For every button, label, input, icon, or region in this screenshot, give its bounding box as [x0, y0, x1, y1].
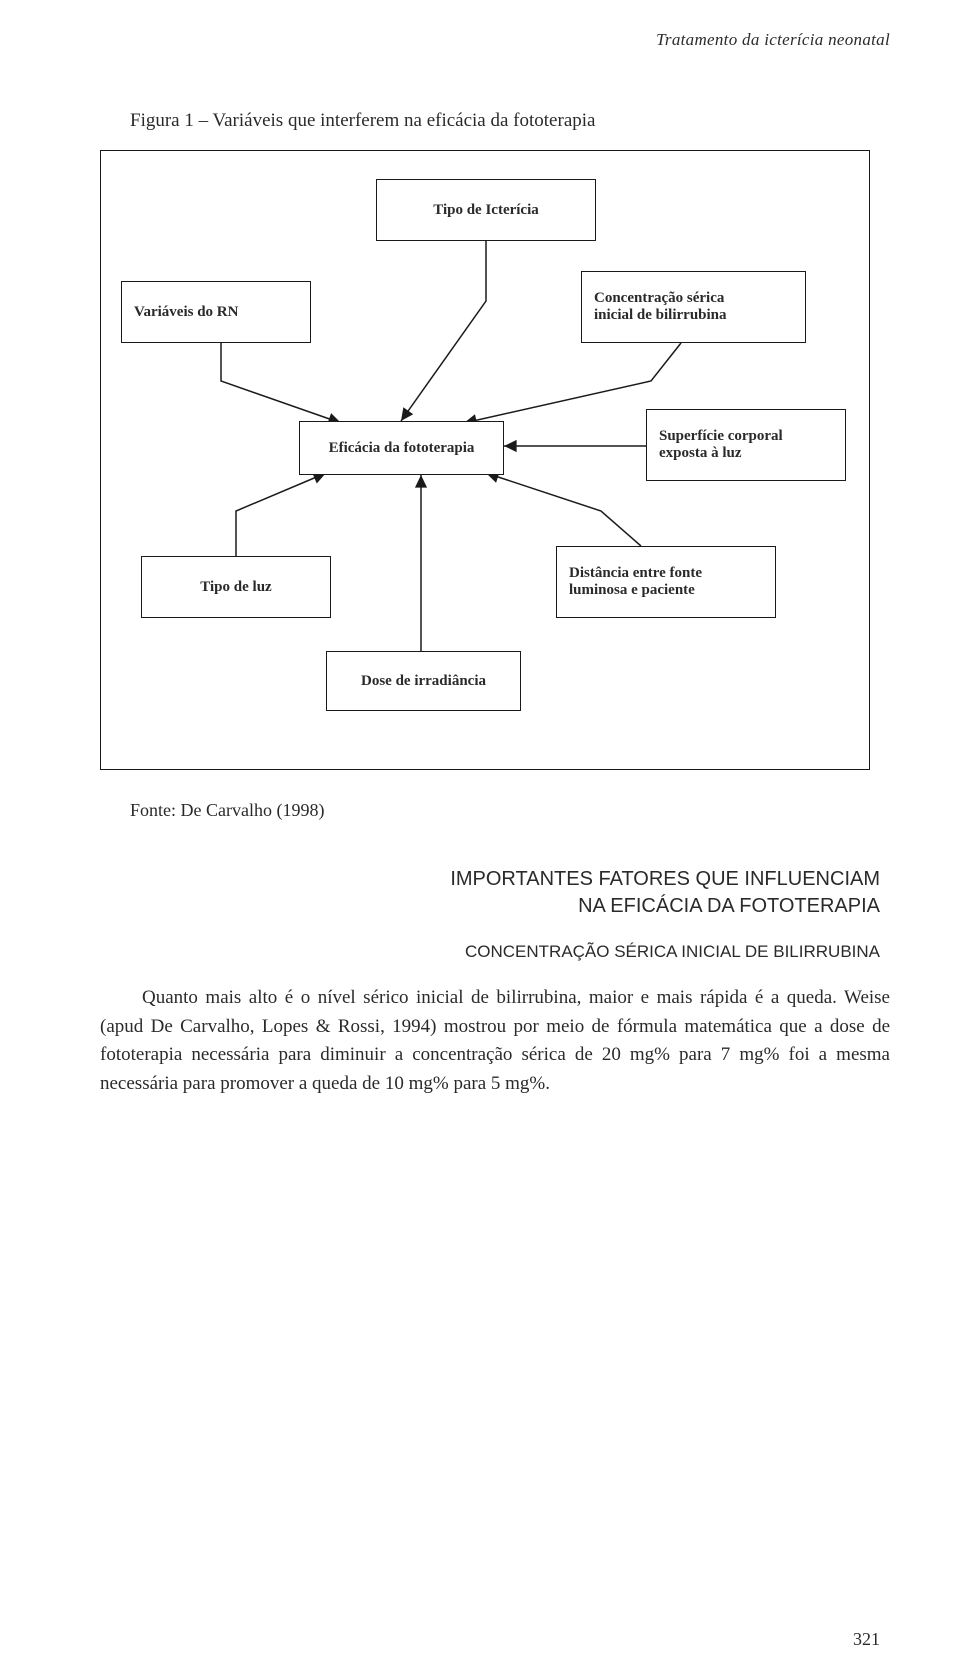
- flowchart-node-eficacia: Eficácia da fototerapia: [299, 421, 504, 475]
- flowchart-diagram: Tipo de Icterícia Variáveis do RN Concentr…: [100, 150, 870, 770]
- flowchart-node-tipo_luz: Tipo de luz: [141, 556, 331, 618]
- section-heading-line1: IMPORTANTES FATORES QUE INFLUENCIAM: [450, 868, 880, 890]
- figure-source: Fonte: De Carvalho (1998): [130, 800, 890, 821]
- flowchart-node-conc_serica: Concentração séricainicial de bilirrubin…: [581, 271, 806, 343]
- node-label: Concentração sérica: [594, 290, 793, 307]
- node-label: Tipo de Icterícia: [433, 202, 539, 219]
- figure-title: Figura 1 – Variáveis que interferem na e…: [130, 110, 890, 132]
- page-number: 321: [853, 1629, 880, 1650]
- node-label: Distância entre fonte: [569, 565, 763, 582]
- node-label: Dose de irradiância: [361, 673, 486, 690]
- node-label: Variáveis do RN: [134, 304, 298, 321]
- body-paragraph: Quanto mais alto é o nível sérico inicia…: [100, 984, 890, 1098]
- subsection-heading: CONCENTRAÇÃO SÉRICA INICIAL DE BILIRRUBI…: [100, 942, 880, 962]
- paragraph-text: Quanto mais alto é o nível sérico inicia…: [100, 987, 890, 1094]
- flowchart-node-variaveis_rn: Variáveis do RN: [121, 281, 311, 343]
- node-label: Eficácia da fototerapia: [329, 440, 475, 457]
- section-heading-line2: NA EFICÁCIA DA FOTOTERAPIA: [578, 895, 880, 917]
- flowchart-node-dose_irrad: Dose de irradiância: [326, 651, 521, 711]
- node-label: inicial de bilirrubina: [594, 307, 793, 324]
- node-label: luminosa e paciente: [569, 582, 763, 599]
- node-label: Superfície corporal: [659, 428, 833, 445]
- node-label: Tipo de luz: [200, 579, 271, 596]
- flowchart-node-distancia: Distância entre fonteluminosa e paciente: [556, 546, 776, 618]
- node-label: exposta à luz: [659, 445, 833, 462]
- running-header: Tratamento da icterícia neonatal: [100, 30, 890, 50]
- section-heading: IMPORTANTES FATORES QUE INFLUENCIAM NA E…: [100, 866, 880, 920]
- flowchart-node-tipo_ictericia: Tipo de Icterícia: [376, 179, 596, 241]
- flowchart-node-superficie: Superfície corporalexposta à luz: [646, 409, 846, 481]
